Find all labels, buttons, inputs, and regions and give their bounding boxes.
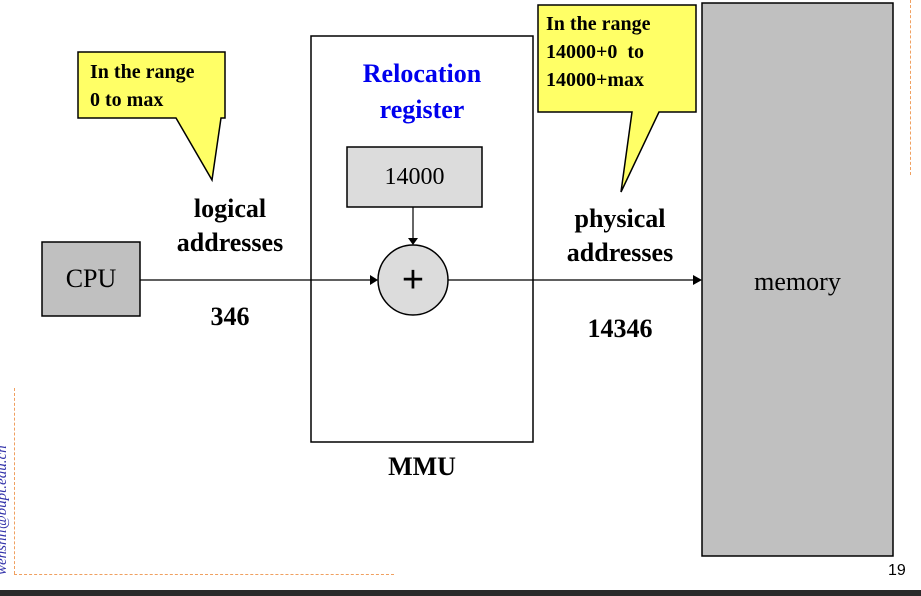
callout-physical-line2: 14000+0 to [546,41,645,63]
callout-logical-line1: In the range [90,61,195,83]
callout-logical-shape [77,51,226,183]
logical-line2: addresses [176,228,284,257]
physical-addresses-label: physical addresses [540,202,700,270]
physical-line2: addresses [566,238,674,267]
dashed-border-left [14,388,15,574]
footer-rule [0,590,921,596]
adder-symbol: + [401,258,425,301]
callout-physical-line3: 14000+max [546,69,645,91]
callout-physical-shape [537,4,697,193]
arrowhead-register-to-adder [408,238,418,245]
memory-label: memory [754,267,841,296]
cpu-box [41,241,141,317]
logical-line1: logical [193,194,267,223]
register-box [346,146,483,208]
arrowhead-cpu-to-adder [370,275,378,285]
callout-logical-line2: 0 to max [90,89,164,111]
mmu-box [310,35,534,443]
callout-physical-line1: In the range [546,13,651,35]
physical-line1: physical [574,204,666,233]
logical-addresses-label: logical addresses [150,192,310,260]
register-value: 14000 [384,163,445,190]
memory-box [701,2,894,557]
arrowhead-adder-to-memory [693,275,702,285]
physical-address-value: 14346 [587,314,653,343]
register-title-line2: register [379,95,465,124]
register-title: Relocation register [311,56,533,128]
callout-physical: In the range 14000+0 to 14000+max [546,10,650,94]
dashed-border-bottom [14,574,394,575]
dashed-border-right [910,0,911,175]
mmu-label: MMU [388,452,456,481]
cpu-label: CPU [65,264,117,293]
page-number: 19 [888,562,906,579]
logical-address-value: 346 [210,302,250,331]
register-title-line1: Relocation [362,59,482,88]
callout-logical: In the range 0 to max [90,58,194,114]
